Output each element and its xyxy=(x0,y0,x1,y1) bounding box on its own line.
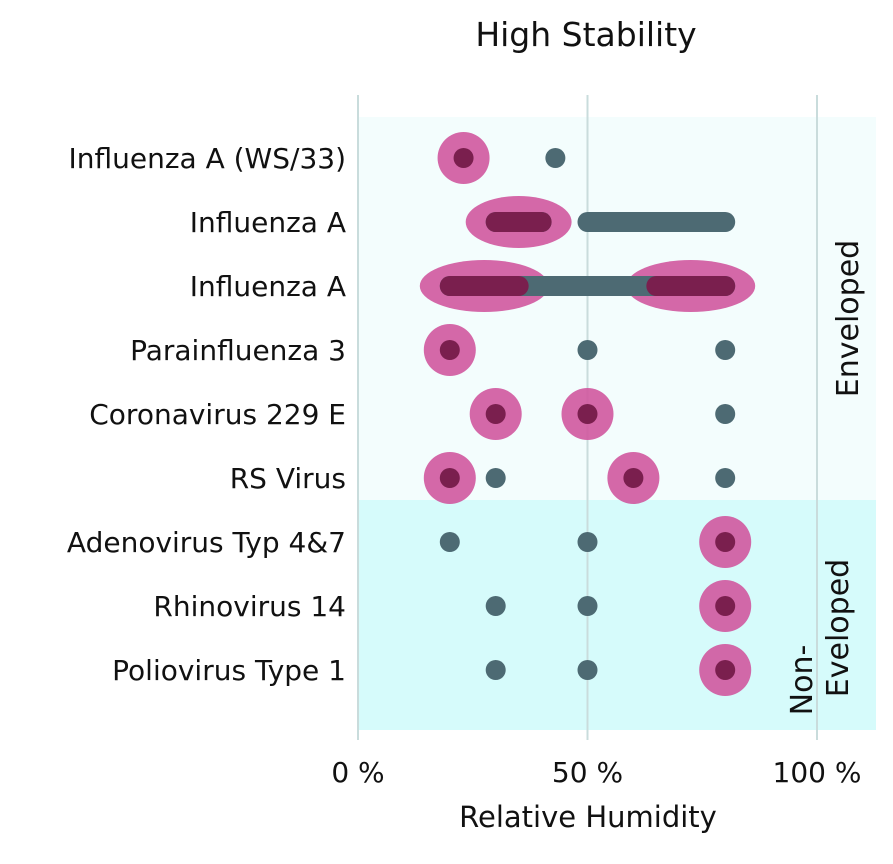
high-stability-point xyxy=(453,148,474,168)
measured-point xyxy=(577,340,598,360)
x-tick-label: 50 % xyxy=(552,756,623,789)
high-stability-point xyxy=(485,404,506,424)
row-label: Influenza A xyxy=(190,270,346,303)
row-label: Influenza A (WS/33) xyxy=(68,142,346,175)
x-axis-label: Relative Humidity xyxy=(459,800,717,834)
measured-point xyxy=(715,404,736,424)
row-label: Poliovirus Type 1 xyxy=(112,654,346,687)
measured-point xyxy=(485,660,506,680)
high-stability-point xyxy=(715,532,736,552)
measured-point xyxy=(715,468,736,488)
measured-point xyxy=(577,596,598,616)
high-stability-point xyxy=(715,596,736,616)
group-label-enveloped: Enveloped xyxy=(831,240,866,397)
group-label-line: Non- xyxy=(785,645,820,716)
row-label: Influenza A xyxy=(190,206,346,239)
measured-point xyxy=(439,532,460,552)
measured-point xyxy=(485,468,506,488)
row-label: Adenovirus Typ 4&7 xyxy=(67,526,346,559)
measured-point xyxy=(715,340,736,360)
high-stability-point xyxy=(439,468,460,488)
group-band-0 xyxy=(358,117,876,500)
measured-point xyxy=(485,596,506,616)
row-label: Coronavirus 229 E xyxy=(89,398,346,431)
x-tick-label: 100 % xyxy=(773,756,862,789)
group-bands xyxy=(358,117,876,730)
measured-point xyxy=(545,148,566,168)
measured-point xyxy=(577,660,598,680)
group-labels: Enveloped Non-Eveloped xyxy=(785,240,866,716)
high-stability-point xyxy=(439,340,460,360)
high-stability-point xyxy=(715,660,736,680)
chart-title: High Stability xyxy=(475,15,696,54)
x-tick-label: 0 % xyxy=(331,756,384,789)
high-stability-point xyxy=(623,468,644,488)
row-label: Rhinovirus 14 xyxy=(153,590,346,623)
group-label-line: Eveloped xyxy=(821,559,856,697)
row-label: RS Virus xyxy=(230,462,346,495)
x-tick-labels: 0 % 50 % 100 % xyxy=(331,756,861,789)
high-stability-point xyxy=(577,404,598,424)
row-labels: Influenza A (WS/33) Influenza A Influenza … xyxy=(67,142,346,687)
group-label-non-enveloped: Non-Eveloped xyxy=(785,559,856,716)
row-label: Parainfluenza 3 xyxy=(130,334,346,367)
measured-point xyxy=(577,532,598,552)
measurement-markers xyxy=(439,148,736,680)
